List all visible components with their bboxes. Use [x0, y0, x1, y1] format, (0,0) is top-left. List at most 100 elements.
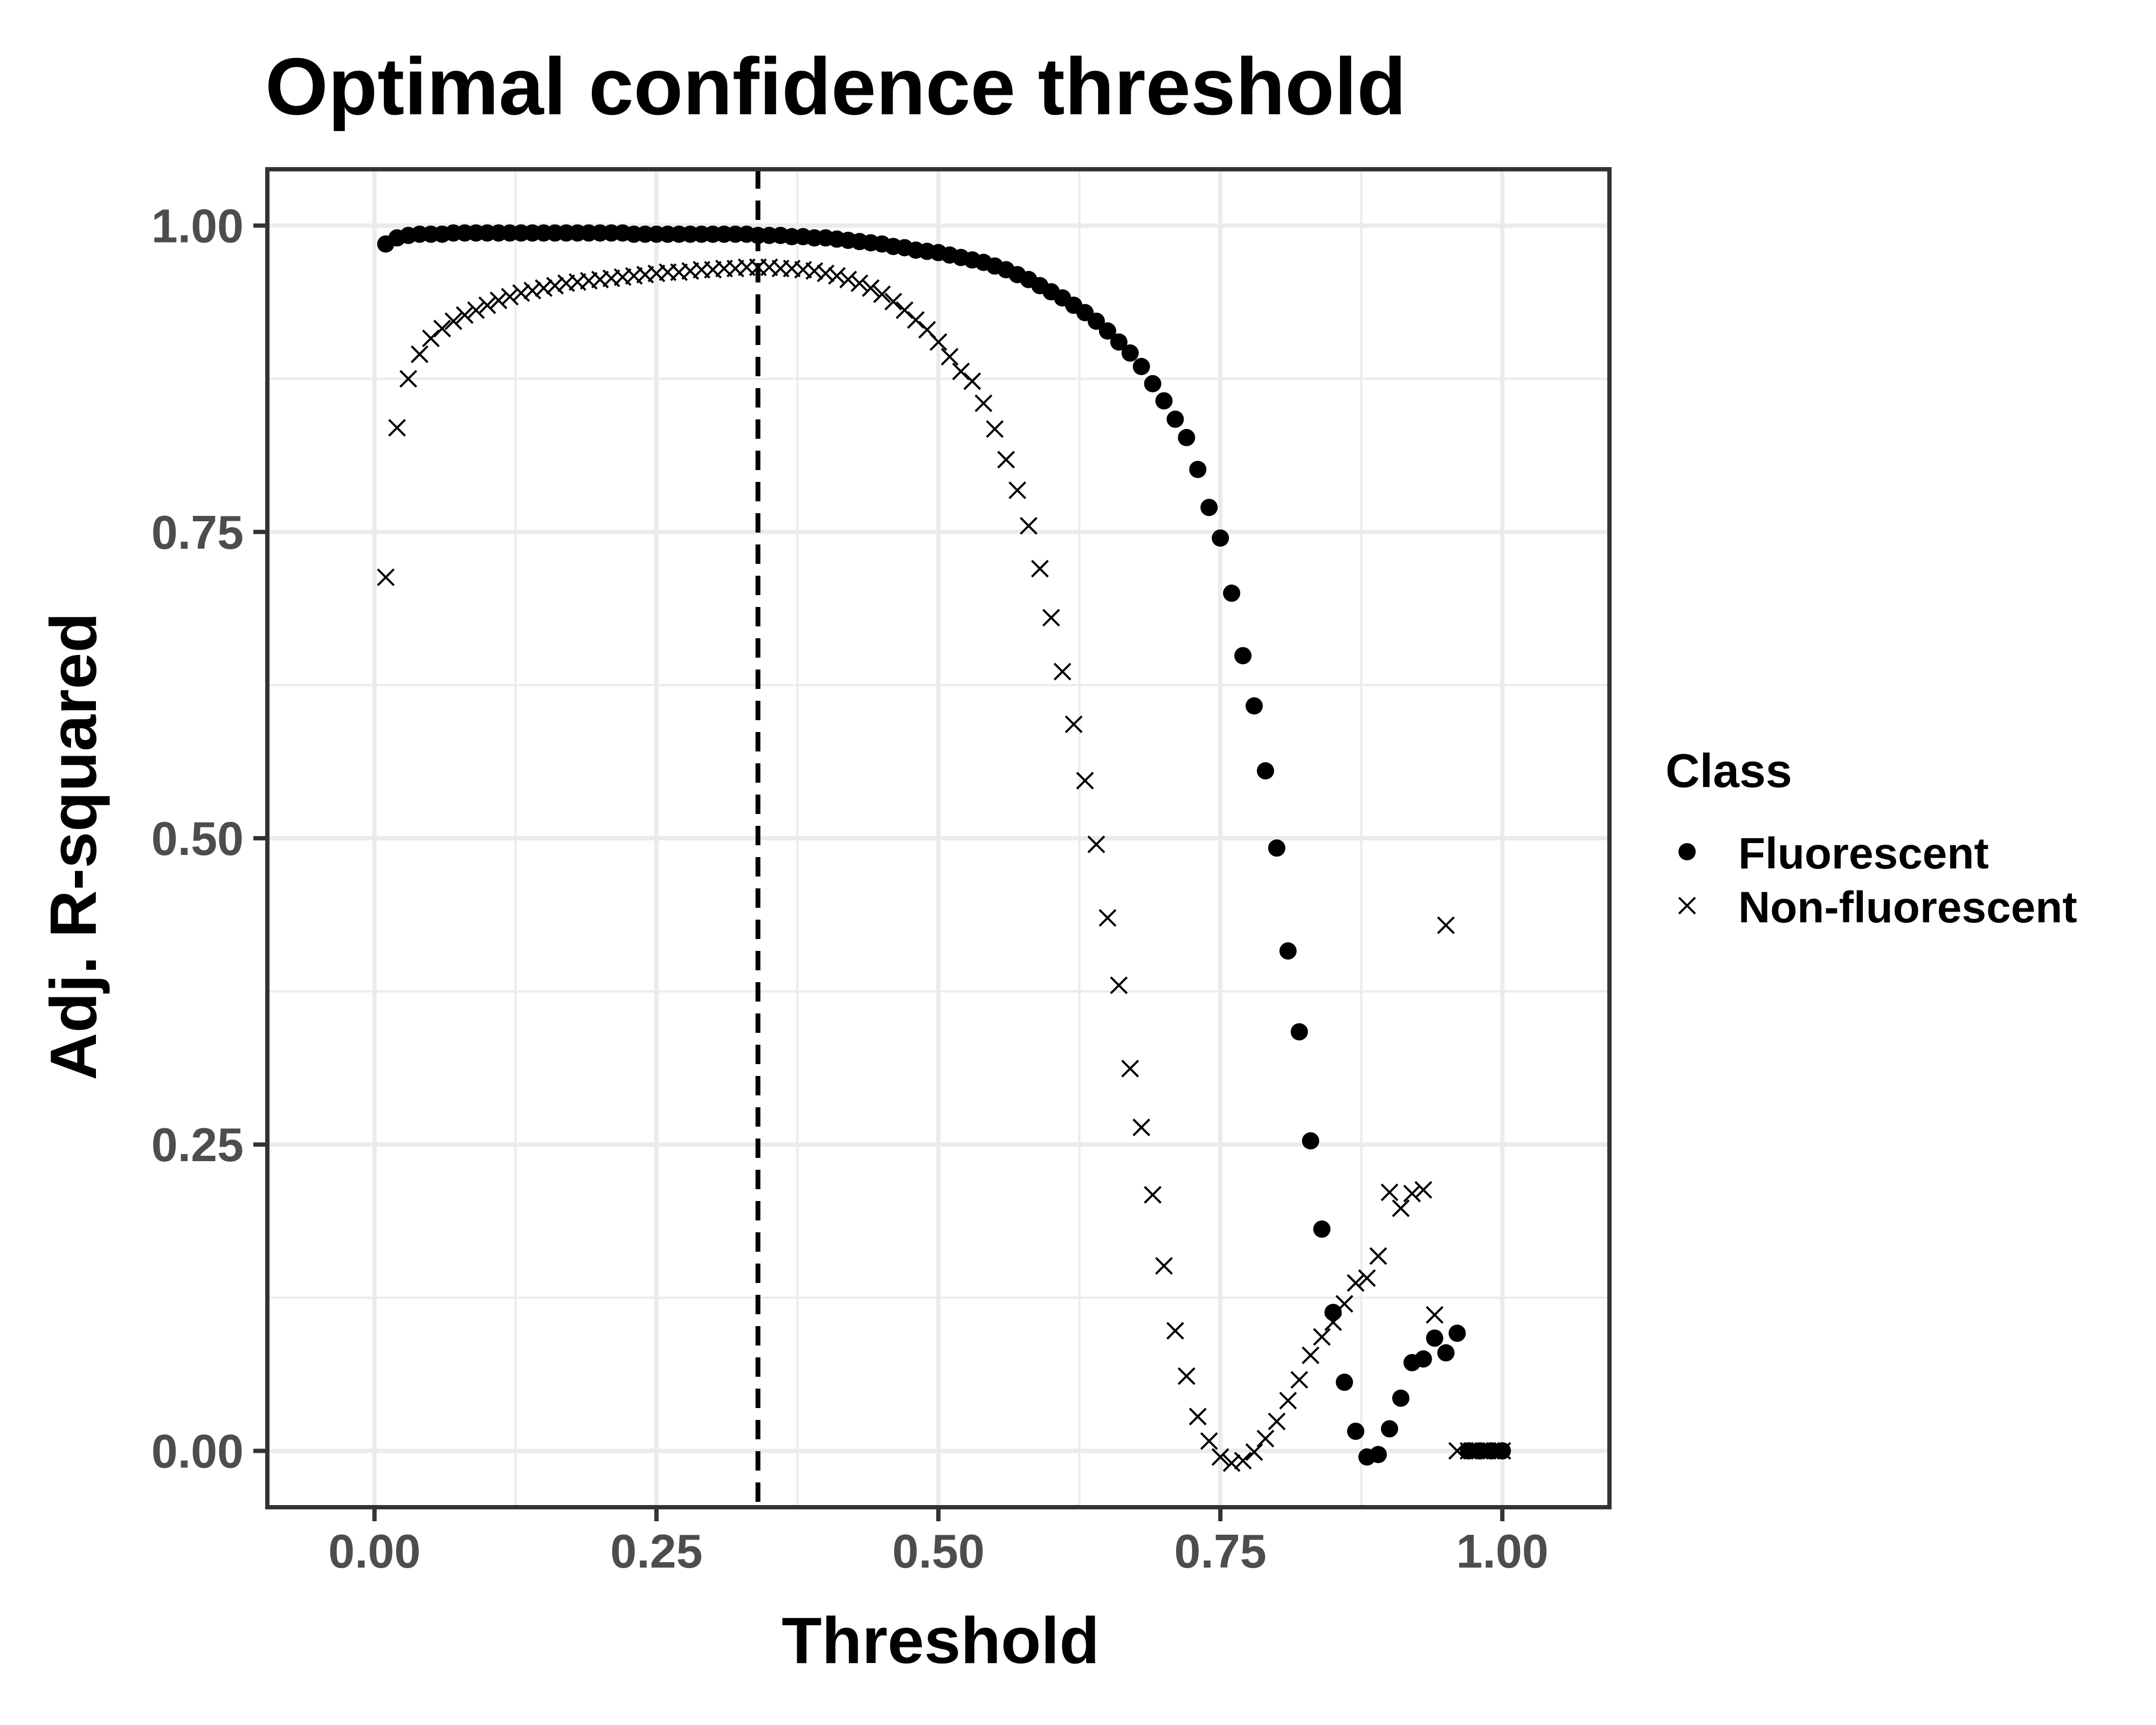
data-point-non-fluorescent	[1177, 1367, 1196, 1385]
data-point-non-fluorescent	[851, 274, 868, 292]
data-point-fluorescent	[1448, 1324, 1466, 1342]
panel-border	[265, 167, 1612, 1509]
data-point-non-fluorescent	[1031, 560, 1049, 578]
data-point-fluorescent	[1087, 312, 1105, 330]
data-point-non-fluorescent	[1437, 916, 1455, 934]
x-tick-label: 0.50	[892, 1524, 984, 1578]
y-tick-label: 0.00	[151, 1424, 244, 1478]
data-point-fluorescent	[1166, 410, 1184, 428]
data-point-fluorescent	[1178, 429, 1196, 446]
data-point-fluorescent	[1200, 499, 1218, 516]
data-point-fluorescent	[1234, 647, 1252, 665]
data-point-non-fluorescent	[1290, 1371, 1308, 1389]
x-axis-title: Threshold	[782, 1604, 1100, 1677]
legend-items: Fluorescent Non-fluorescent	[1678, 829, 2077, 932]
data-point-non-fluorescent	[873, 285, 891, 303]
data-point-non-fluorescent	[1155, 1257, 1173, 1275]
data-point-non-fluorescent	[929, 333, 948, 351]
data-point-non-fluorescent	[377, 568, 395, 586]
data-point-fluorescent	[1268, 839, 1286, 857]
data-point-non-fluorescent	[1098, 909, 1117, 927]
y-tick-label: 0.25	[151, 1118, 244, 1171]
data-point-non-fluorescent	[523, 281, 542, 300]
data-point-fluorescent	[1098, 322, 1116, 340]
data-point-non-fluorescent	[1008, 481, 1026, 499]
data-point-non-fluorescent	[1346, 1274, 1365, 1292]
data-point-non-fluorescent	[478, 296, 496, 314]
data-point-non-fluorescent	[839, 271, 858, 288]
data-point-fluorescent	[1155, 392, 1173, 410]
data-point-non-fluorescent	[986, 420, 1004, 438]
data-point-non-fluorescent	[1279, 1391, 1297, 1410]
data-point-fluorescent	[1336, 1374, 1353, 1391]
legend-item: Non-fluorescent	[1678, 883, 2077, 932]
data-point-non-fluorescent	[444, 312, 462, 330]
data-point-non-fluorescent	[546, 277, 564, 295]
data-point-non-fluorescent	[1121, 1059, 1139, 1078]
data-point-non-fluorescent	[1211, 1448, 1229, 1466]
data-point-non-fluorescent	[1414, 1181, 1433, 1199]
data-point-fluorescent	[1223, 584, 1241, 602]
data-point-non-fluorescent	[975, 394, 993, 412]
data-point-non-fluorescent	[1065, 715, 1083, 734]
data-point-fluorescent	[1302, 1132, 1319, 1150]
data-point-non-fluorescent	[1380, 1183, 1399, 1202]
data-point-non-fluorescent	[1245, 1443, 1263, 1461]
data-point-fluorescent	[1256, 762, 1274, 779]
data-point-non-fluorescent	[1313, 1328, 1331, 1346]
data-point-non-fluorescent	[997, 451, 1015, 469]
data-point-fluorescent	[1370, 1446, 1387, 1464]
x-tick-label: 0.00	[328, 1524, 420, 1578]
data-point-non-fluorescent	[805, 262, 824, 280]
data-point-fluorescent	[1290, 1023, 1308, 1041]
legend-title: Class	[1666, 744, 1792, 797]
data-point-non-fluorescent	[884, 293, 902, 310]
data-point-fluorescent	[1110, 333, 1128, 351]
y-tick-label: 0.75	[151, 506, 244, 559]
data-point-fluorescent	[1189, 460, 1207, 478]
data-point-non-fluorescent	[489, 291, 508, 309]
data-point-non-fluorescent	[512, 284, 530, 302]
data-point-non-fluorescent	[1403, 1184, 1421, 1203]
x-tick-label: 1.00	[1456, 1524, 1549, 1578]
data-point-non-fluorescent	[862, 279, 880, 297]
plot-panel	[265, 167, 1612, 1509]
data-point-fluorescent	[1392, 1389, 1409, 1407]
data-point-non-fluorescent	[1087, 835, 1105, 853]
data-point-fluorescent	[1426, 1329, 1443, 1347]
data-point-non-fluorescent	[411, 345, 429, 363]
data-point-non-fluorescent	[1369, 1247, 1387, 1265]
series-fluorescent	[377, 224, 1511, 1466]
data-point-non-fluorescent	[501, 287, 519, 306]
data-point-fluorescent	[1279, 942, 1297, 960]
data-point-non-fluorescent	[1358, 1269, 1376, 1287]
data-point-fluorescent	[1313, 1220, 1331, 1238]
data-point-non-fluorescent	[388, 419, 406, 437]
data-point-non-fluorescent	[1256, 1430, 1275, 1448]
data-point-non-fluorescent	[1222, 1454, 1241, 1472]
data-point-fluorescent	[1380, 1420, 1398, 1438]
data-point-non-fluorescent	[1110, 976, 1128, 995]
chart-title: Optimal confidence threshold	[265, 41, 1406, 132]
y-tick-label: 0.50	[151, 812, 244, 865]
data-point-non-fluorescent	[1042, 609, 1060, 627]
data-point-fluorescent	[1245, 697, 1263, 715]
data-point-non-fluorescent	[1268, 1412, 1286, 1431]
data-point-non-fluorescent	[941, 348, 959, 366]
data-point-non-fluorescent	[1076, 771, 1094, 790]
legend: Class Fluorescent Non-fluorescent	[1666, 744, 2077, 932]
data-point-non-fluorescent	[399, 370, 417, 388]
data-point-non-fluorescent	[535, 279, 553, 297]
data-point-non-fluorescent	[467, 301, 485, 319]
data-point-fluorescent	[1121, 344, 1139, 362]
data-point-fluorescent	[1144, 375, 1162, 392]
x-axis: 0.00 0.25 0.50 0.75 1.00	[328, 1509, 1549, 1578]
legend-label: Fluorescent	[1738, 829, 1989, 878]
data-point-fluorescent	[1324, 1303, 1342, 1321]
data-point-fluorescent	[1437, 1344, 1455, 1362]
series-layer	[377, 224, 1511, 1472]
data-point-non-fluorescent	[963, 372, 982, 390]
data-point-fluorescent	[1347, 1423, 1365, 1440]
y-axis: 0.00 0.25 0.50 0.75 1.00	[151, 199, 265, 1478]
